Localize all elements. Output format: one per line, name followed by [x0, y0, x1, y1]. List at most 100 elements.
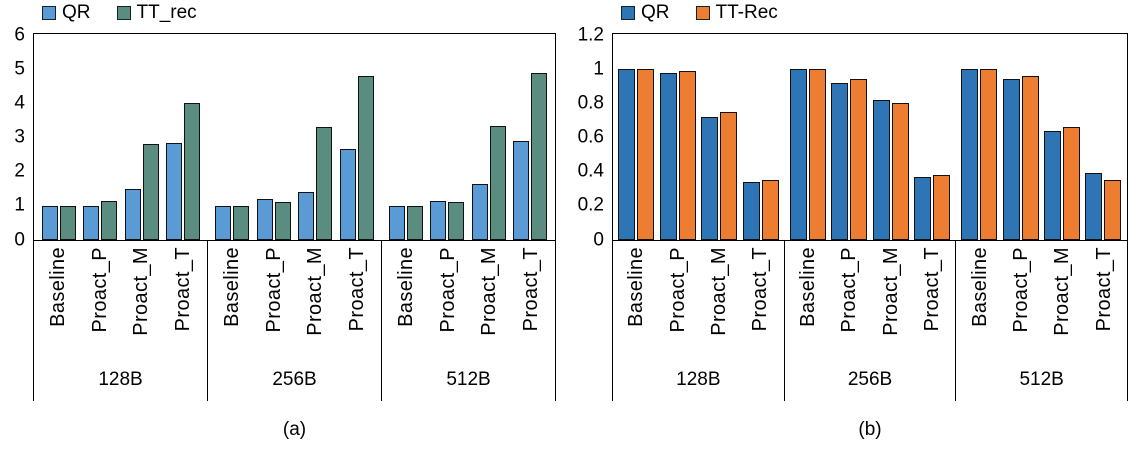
bar-QR-128B-Proact_P — [659, 73, 677, 240]
bar-TT_rec-128B-Proact_P — [101, 201, 118, 240]
bar-TT_rec-256B-Proact_T — [357, 76, 374, 240]
category-label-row: Baseline Proact_P Proact_M Proact_T — [785, 241, 956, 359]
bar-pair-512B-Proact_T — [513, 73, 548, 240]
caption-b: (b) — [858, 419, 882, 440]
category-label-Baseline: Baseline — [625, 247, 648, 327]
bar-pair-256B-Proact_P — [831, 79, 868, 240]
bar-pair-512B-Proact_M — [1044, 127, 1081, 240]
category-cell: Proact_P — [831, 247, 867, 359]
bar-group-512B — [381, 34, 555, 240]
tt-rec-swatch — [116, 6, 131, 20]
bar-TT_rec-256B-Proact_P — [274, 202, 291, 240]
bar-QR-512B-Proact_T — [513, 141, 530, 240]
bar-TT-Rec-128B-Proact_P — [678, 71, 696, 240]
y-tick-label: 0 — [593, 229, 604, 250]
y-tick-label: 3 — [14, 126, 25, 148]
category-label-Baseline: Baseline — [797, 247, 819, 327]
y-tick-label: 0.6 — [577, 126, 604, 148]
bar-group-256B — [784, 34, 955, 240]
bar-TT-Rec-256B-Proact_P — [850, 79, 868, 240]
bar-TT_rec-128B-Proact_M — [142, 144, 159, 240]
category-label-Proact_T: Proact_T — [749, 247, 772, 332]
bar-QR-128B-Baseline — [618, 69, 636, 240]
category-cell: Proact_M — [1044, 247, 1080, 359]
bar-QR-256B-Proact_T — [339, 149, 356, 240]
group-label-256B: 256B — [272, 369, 317, 390]
category-label-Baseline: Baseline — [968, 247, 991, 327]
group-label-256B: 256B — [847, 369, 893, 390]
bar-TT-Rec-128B-Baseline — [637, 69, 655, 240]
bar-QR-256B-Baseline — [215, 206, 232, 240]
axis-group-256B: Baseline Proact_P Proact_M Proact_T 256B — [783, 241, 956, 401]
bar-TT_rec-128B-Baseline — [59, 206, 76, 240]
bar-TT-Rec-128B-Proact_T — [761, 180, 779, 240]
caption-a: (a) — [282, 419, 307, 440]
plot-area-b — [612, 33, 1128, 241]
axis-group-128B: Baseline Proact_P Proact_M Proact_T 128B — [612, 241, 784, 401]
bar-TT-Rec-512B-Proact_T — [1104, 180, 1122, 240]
bar-TT-Rec-128B-Proact_M — [720, 112, 738, 240]
qr-swatch — [42, 6, 56, 20]
category-cell: Proact_M — [873, 247, 909, 359]
y-tick-label: 1 — [593, 58, 604, 80]
bar-pair-256B-Baseline — [789, 69, 826, 240]
legend-item-qr: QR — [42, 2, 91, 24]
bar-pair-512B-Proact_M — [471, 126, 506, 240]
group-label-512B: 512B — [446, 369, 491, 390]
category-cell: Proact_T — [1086, 247, 1122, 359]
plot-area-a — [33, 33, 556, 241]
legend-label-tt-rec: TT-Rec — [715, 2, 778, 23]
bar-TT_rec-512B-Proact_P — [448, 202, 465, 240]
bar-pair-256B-Proact_T — [339, 76, 374, 240]
bar-pair-256B-Proact_M — [872, 100, 909, 240]
legend-item-tt-rec: TT-Rec — [695, 2, 778, 24]
y-tick-label: 5 — [14, 58, 25, 80]
bar-QR-128B-Proact_P — [83, 206, 100, 240]
category-cell: Proact_P — [660, 247, 696, 359]
category-label-Proact_M: Proact_M — [707, 247, 730, 336]
bar-TT-Rec-512B-Baseline — [980, 69, 998, 240]
x-axis-b: Baseline Proact_P Proact_M Proact_T 128B Base… — [612, 241, 1129, 401]
bar-TT_rec-512B-Proact_T — [531, 73, 548, 240]
category-cell: Baseline — [618, 247, 654, 359]
bar-QR-128B-Baseline — [41, 206, 58, 240]
bar-pair-256B-Proact_M — [298, 127, 333, 240]
bar-QR-512B-Proact_P — [1002, 79, 1020, 240]
bar-QR-512B-Proact_M — [1044, 131, 1062, 240]
y-axis-a: 0 1 2 3 4 5 6 — [0, 25, 25, 249]
bar-group-256B — [208, 34, 382, 240]
bar-QR-256B-Proact_P — [831, 83, 849, 240]
axis-group-512B: Baseline Proact_P Proact_M Proact_T 512B — [381, 241, 556, 401]
y-tick-label: 4 — [14, 92, 25, 114]
bar-pair-128B-Baseline — [618, 69, 655, 240]
bar-pair-512B-Proact_P — [1002, 76, 1039, 240]
category-cell: Baseline — [962, 247, 998, 359]
legend-label-qr: QR — [62, 2, 91, 23]
category-cell: Proact_M — [701, 247, 737, 359]
bar-group-128B — [34, 34, 208, 240]
bar-TT_rec-512B-Proact_M — [489, 126, 506, 240]
bar-group-128B — [613, 34, 784, 240]
y-tick-label: 0 — [14, 229, 25, 250]
axis-group-512B: Baseline Proact_P Proact_M Proact_T 512B — [955, 241, 1129, 401]
category-label-Proact_T: Proact_T — [920, 247, 943, 332]
bar-QR-512B-Proact_M — [471, 184, 488, 240]
category-label-Proact_P: Proact_P — [1010, 247, 1032, 333]
legend-item-qr: QR — [621, 2, 670, 24]
tt-rec-swatch — [695, 6, 710, 20]
y-tick-label: 2 — [14, 160, 25, 182]
bar-pair-512B-Baseline — [388, 206, 423, 240]
y-axis-b: 0 0.2 0.4 0.6 0.8 1 1.2 — [0, 25, 604, 249]
bar-pair-128B-Proact_M — [701, 112, 738, 240]
bar-pair-256B-Baseline — [215, 206, 250, 240]
category-label-Proact_P: Proact_P — [666, 247, 689, 333]
category-label-row: Baseline Proact_P Proact_M Proact_T — [956, 241, 1127, 359]
bar-QR-512B-Baseline — [961, 69, 979, 240]
bar-pair-512B-Proact_T — [1085, 173, 1122, 240]
bar-QR-256B-Proact_M — [872, 100, 890, 240]
bar-QR-256B-Proact_M — [298, 192, 315, 240]
bar-TT_rec-512B-Baseline — [406, 206, 423, 240]
